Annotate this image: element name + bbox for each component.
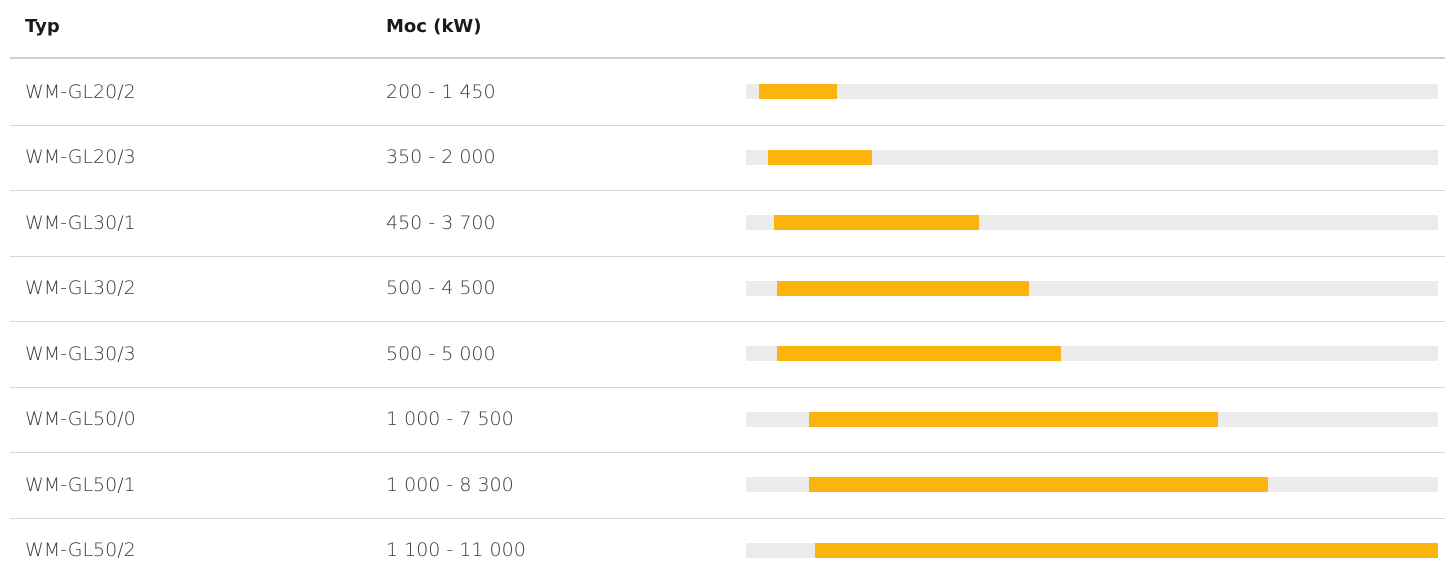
range-bar <box>774 215 979 231</box>
power-cell: 1 000 - 8 300 <box>386 473 514 496</box>
range-bar <box>808 477 1269 493</box>
row-line <box>10 124 1445 126</box>
power-cell: 500 - 4 500 <box>386 277 496 300</box>
type-cell: WM-GL50/0 <box>25 408 136 431</box>
range-bar <box>777 280 1030 296</box>
row-line <box>10 386 1445 388</box>
row-line <box>10 255 1445 257</box>
bar-track <box>746 149 1438 165</box>
power-cell: 500 - 5 000 <box>386 342 496 365</box>
type-cell: WM-GL20/3 <box>25 146 136 169</box>
header-line <box>10 57 1445 59</box>
range-bar <box>758 84 838 100</box>
type-cell: WM-GL50/1 <box>25 473 136 496</box>
range-bar <box>777 346 1061 362</box>
power-cell: 1 000 - 7 500 <box>386 408 514 431</box>
row-line <box>10 452 1445 453</box>
power-cell: 200 - 1 450 <box>386 80 496 103</box>
header-power: Moc (kW) <box>386 16 482 37</box>
header-type: Typ <box>25 16 60 37</box>
range-bar <box>808 411 1218 427</box>
range-bar <box>768 149 872 165</box>
row-line <box>10 517 1445 519</box>
type-cell: WM-GL30/2 <box>25 277 136 300</box>
type-cell: WM-GL20/2 <box>25 80 136 103</box>
type-cell: WM-GL30/3 <box>25 342 136 365</box>
type-cell: WM-GL30/1 <box>25 211 136 234</box>
range-bar <box>815 542 1438 558</box>
power-cell: 1 100 - 11 000 <box>386 539 526 562</box>
bar-track <box>746 84 1438 100</box>
row-line <box>10 190 1445 191</box>
type-cell: WM-GL50/2 <box>25 539 136 562</box>
row-line <box>10 321 1445 322</box>
power-cell: 350 - 2 000 <box>386 146 496 169</box>
power-cell: 450 - 3 700 <box>386 211 496 234</box>
